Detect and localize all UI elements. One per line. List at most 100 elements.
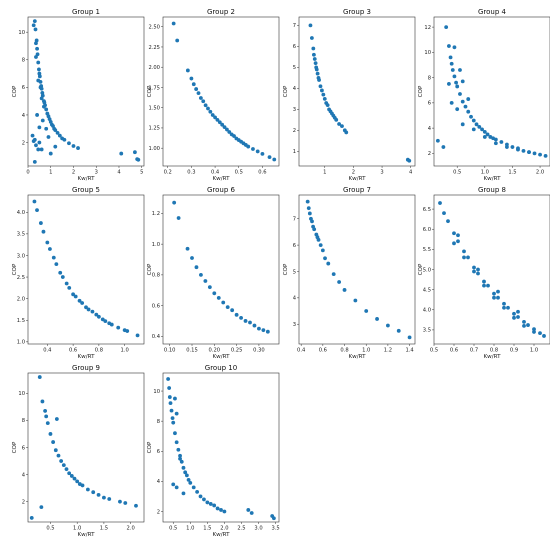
x-tick-label: 0.4 [43,348,52,354]
data-point [54,417,59,421]
y-tick-label: 2.25 [148,45,160,51]
data-point [320,88,324,93]
plot-frame [27,16,145,167]
y-tick-label: 4 [157,479,161,485]
data-point [96,493,101,497]
data-point [172,200,177,205]
plot-frame [433,194,550,345]
data-point [67,471,72,476]
scatter-plot-3: Group 3 1 2 3 4 1 2 3 4 5 6 7 Kw/RT COP [283,8,416,182]
data-point [215,506,220,511]
data-point [502,301,506,306]
x-tick-label: 1.0 [362,348,370,354]
data-point [53,128,58,133]
x-tick-label: 2.0 [127,526,135,532]
chart-panel-6: Group 6 0.10 0.15 0.20 0.25 0.30 0.4 0.6 0.8 1.0 1… [147,184,283,360]
data-point [438,201,442,205]
data-point [316,237,321,242]
data-point [48,432,53,436]
plot-frame [162,372,280,523]
data-point [64,281,69,286]
data-point [191,485,196,490]
data-point [472,265,476,270]
data-point [136,157,141,162]
data-point [521,148,526,153]
y-tick-label: 0.4 [152,334,161,340]
data-point [94,312,99,317]
data-point [313,61,318,66]
data-point [33,27,38,32]
y-tick-label: 2.00 [148,65,160,71]
data-point [543,153,548,158]
y-tick-label: 1.2 [152,211,160,217]
plot-frame [298,194,416,345]
data-point [482,279,486,284]
y-tick-label: 2 [22,499,25,505]
y-tick-label: 6 [22,85,25,91]
data-point [212,291,217,296]
data-point [252,323,257,328]
data-point [190,256,194,260]
x-axis-label: Kw/RT [77,532,95,538]
y-axis-label: COP [12,263,18,275]
data-point [36,147,41,152]
data-point [220,122,225,127]
data-point [31,139,36,144]
data-point [35,208,39,213]
data-point [510,145,515,149]
data-point [109,322,114,327]
x-tick-label: 2.0 [536,170,544,176]
data-point [45,421,50,426]
data-point [90,309,95,314]
data-point [76,146,80,150]
data-point [305,199,310,204]
data-point [310,219,314,224]
data-point [118,499,122,504]
data-point [271,516,276,521]
data-point [41,229,46,234]
data-point [207,285,212,290]
y-tick-label: 2.5 [17,275,25,281]
data-point [542,334,546,338]
data-point [227,130,232,134]
data-point [480,127,484,132]
data-point [492,291,496,296]
y-tick-label: 2 [428,151,431,157]
y-tick-label: 4 [22,113,26,119]
data-point [222,125,227,130]
data-point [243,319,248,323]
y-axis-label: COP [418,85,424,97]
data-point [482,283,486,288]
data-point [449,61,454,66]
plot-frame [298,16,416,167]
data-point [217,120,222,125]
x-tick-label: 1.5 [100,526,108,532]
y-tick-label: 4 [293,296,297,302]
data-point [67,141,71,146]
data-point [64,467,69,472]
x-tick-label: 0.9 [510,348,518,354]
data-point [181,491,186,496]
data-point [462,255,466,260]
data-point [364,309,369,313]
data-point [322,96,327,101]
y-tick-label: 5.5 [423,247,431,253]
x-tick-label: 5 [140,170,143,176]
plot-frame [433,16,550,167]
data-point [102,495,106,500]
data-point [458,68,462,72]
data-point [458,92,462,96]
data-point [337,122,341,126]
data-point [455,107,460,112]
data-point [441,145,446,149]
plot-frame [162,16,280,167]
data-point [234,312,239,317]
data-point [173,396,177,401]
data-point [171,482,176,487]
data-point [168,401,173,406]
x-axis-label: Kw/RT [348,176,366,182]
y-tick-label: 3.0 [17,253,25,259]
y-tick-label: 8 [22,58,25,64]
data-point [206,106,210,111]
data-point [57,133,62,138]
